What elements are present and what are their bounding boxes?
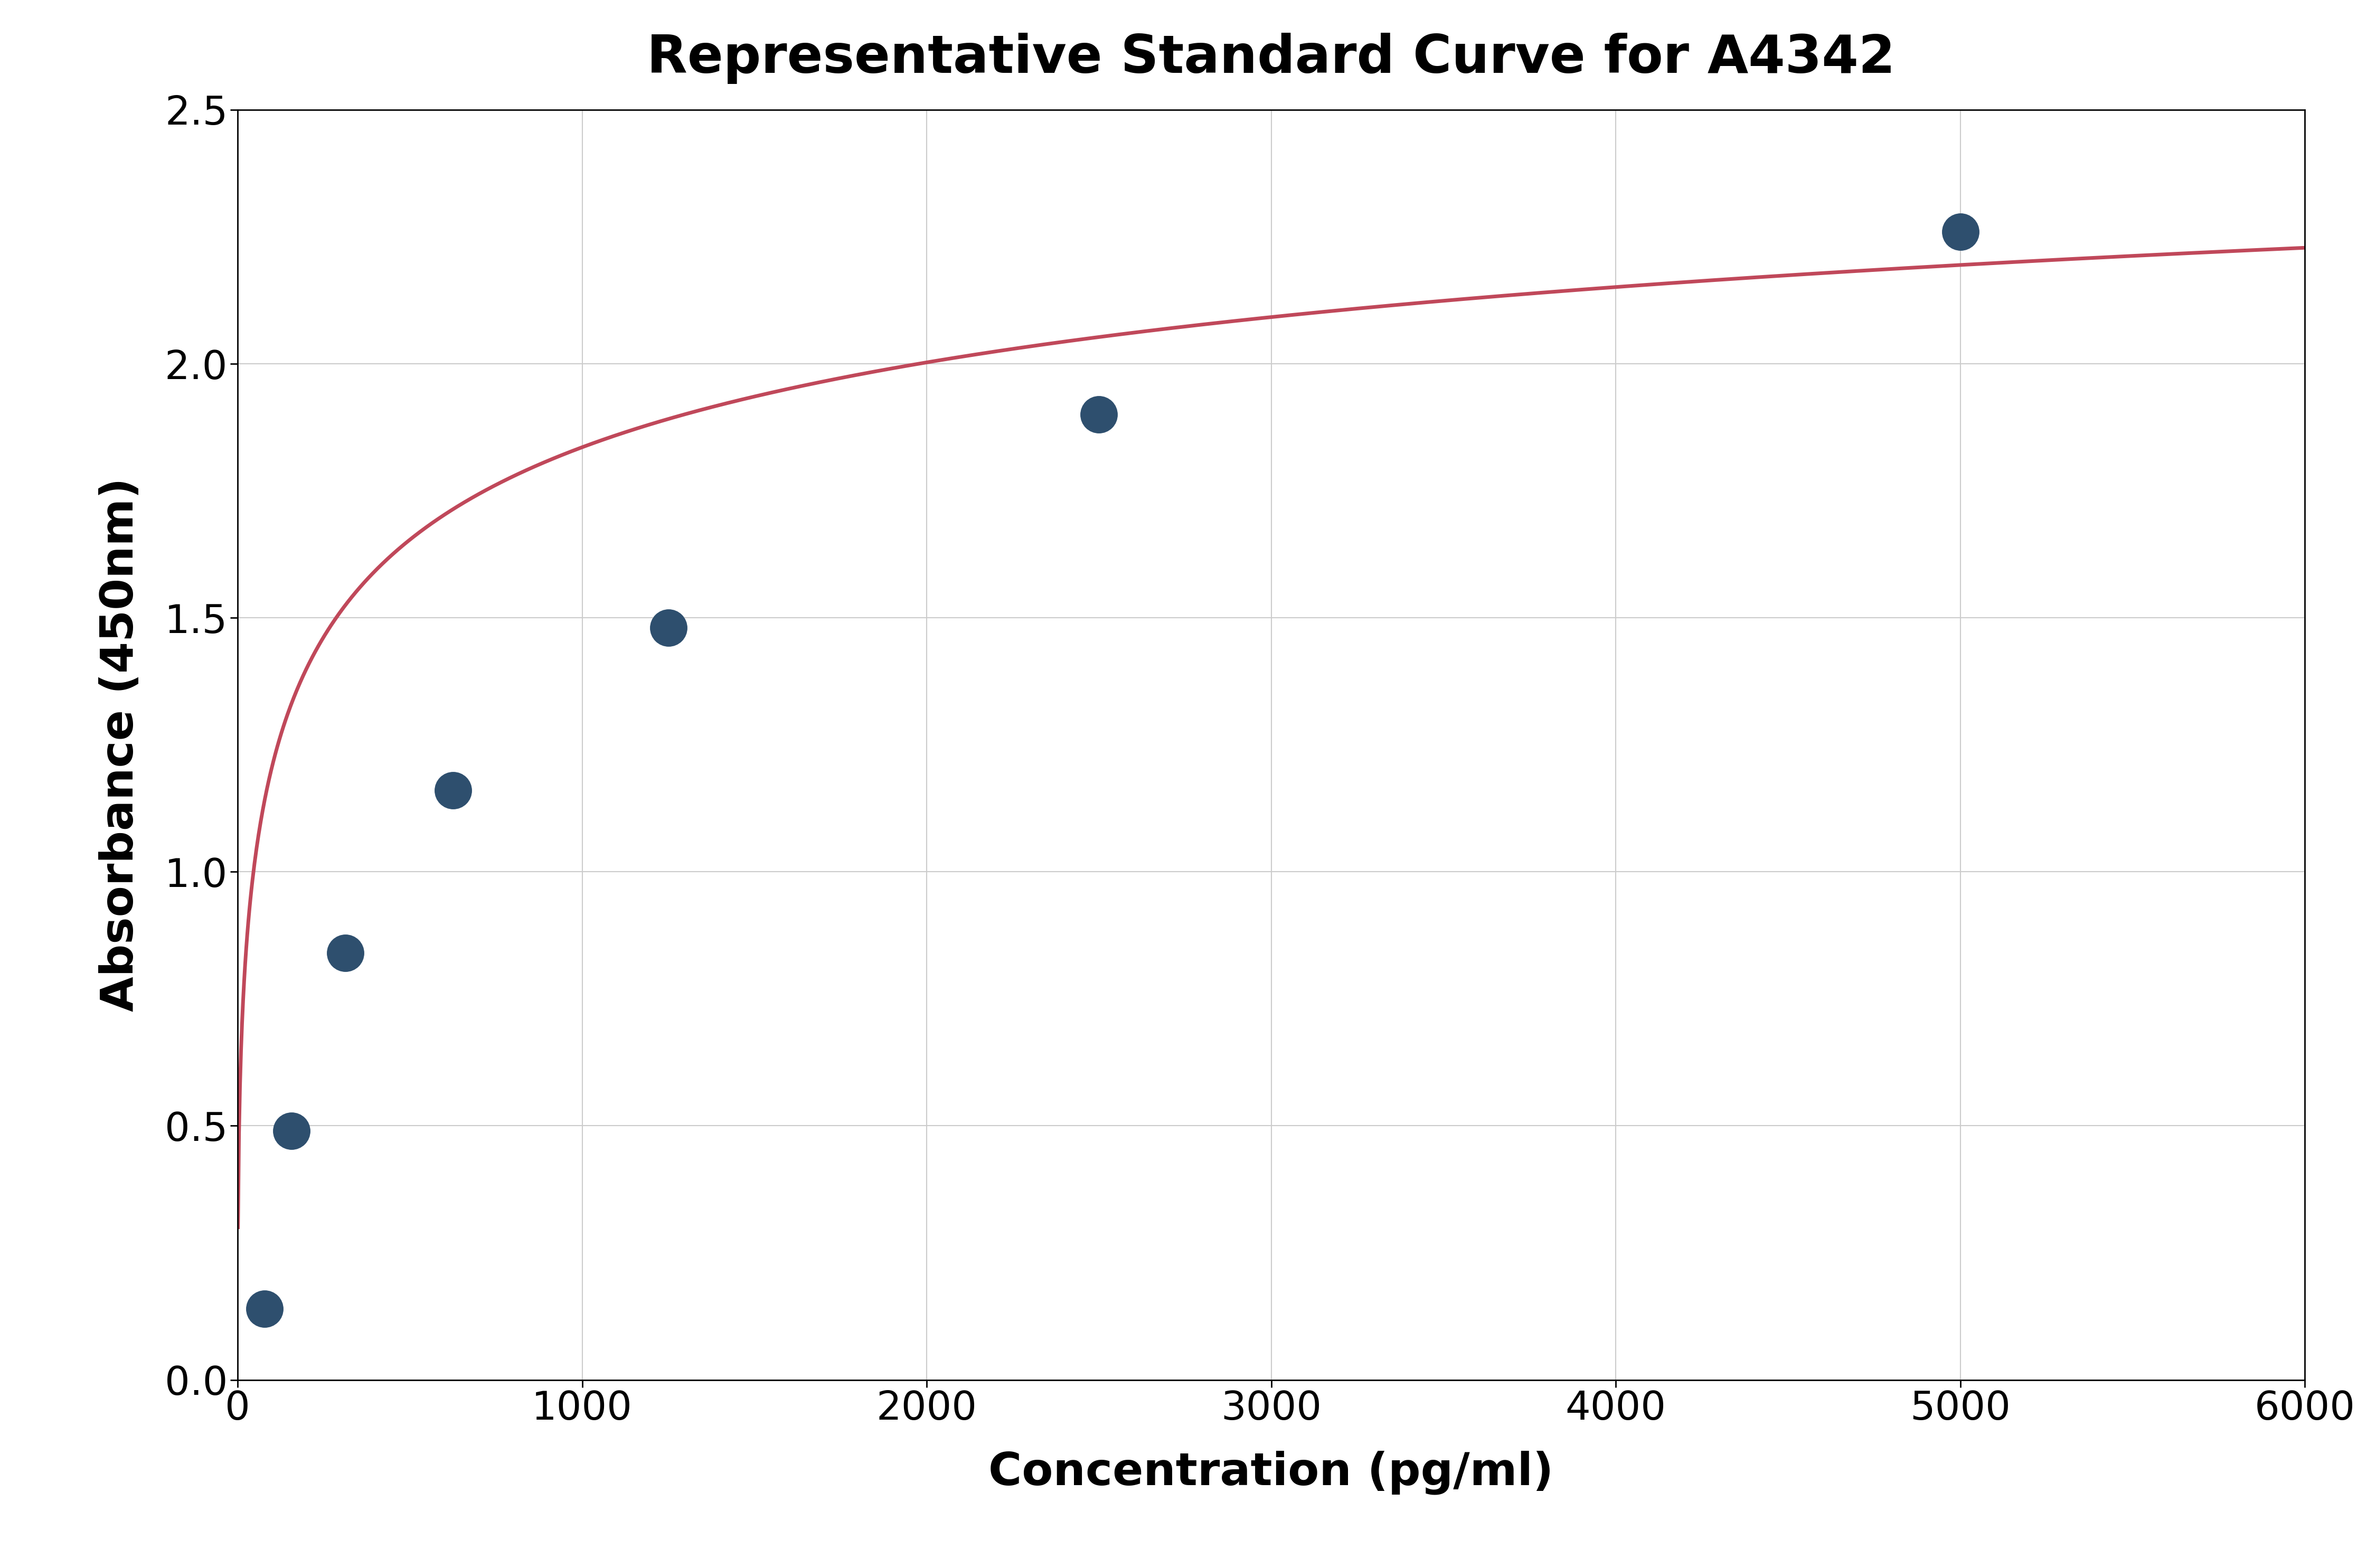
Point: [1079, 401, 1119, 426]
Point: [245, 1297, 283, 1322]
X-axis label: Concentration (pg/ml): Concentration (pg/ml): [988, 1450, 1554, 1494]
Point: [273, 1118, 311, 1143]
Point: [435, 778, 473, 803]
Point: [1941, 220, 1979, 245]
Point: [326, 941, 364, 966]
Title: Representative Standard Curve for A4342: Representative Standard Curve for A4342: [646, 33, 1896, 85]
Y-axis label: Absorbance (450nm): Absorbance (450nm): [100, 478, 143, 1011]
Point: [649, 615, 687, 640]
